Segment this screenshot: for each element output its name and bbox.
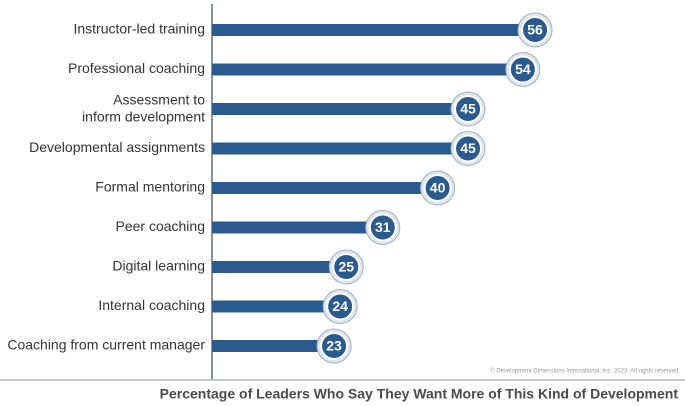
category-label: Internal coaching bbox=[98, 297, 205, 313]
category-label: Instructor-led training bbox=[73, 21, 205, 37]
bar bbox=[212, 103, 469, 115]
category-label-line: inform development bbox=[82, 108, 205, 124]
category-label: Assessment to inform development bbox=[82, 91, 205, 124]
bar bbox=[212, 142, 469, 155]
value-label: 24 bbox=[332, 298, 348, 314]
value-label: 56 bbox=[527, 22, 543, 38]
value-marker bbox=[320, 332, 349, 360]
value-label: 25 bbox=[338, 259, 354, 275]
value-label: 45 bbox=[460, 101, 476, 117]
value-label: 40 bbox=[430, 180, 446, 196]
bar bbox=[212, 340, 335, 352]
value-label: 54 bbox=[515, 61, 531, 77]
bar bbox=[212, 261, 347, 273]
value-marker bbox=[332, 253, 361, 281]
bar bbox=[212, 24, 536, 36]
value-marker bbox=[423, 174, 452, 202]
category-label: Digital learning bbox=[112, 258, 205, 274]
bar bbox=[212, 300, 341, 313]
bar bbox=[212, 182, 438, 194]
value-marker bbox=[508, 55, 537, 84]
category-label: Peer coaching bbox=[115, 218, 205, 234]
value-marker bbox=[454, 134, 483, 163]
value-label: 31 bbox=[375, 219, 391, 235]
bar bbox=[212, 63, 523, 76]
value-marker bbox=[368, 213, 397, 242]
category-label: Coaching from current manager bbox=[7, 337, 205, 353]
chart-title: Percentage of Leaders Who Say They Want … bbox=[160, 386, 679, 402]
category-label: Developmental assignments bbox=[29, 139, 205, 155]
copyright: © Development Dimensions International, … bbox=[490, 368, 680, 375]
value-marker bbox=[326, 292, 355, 321]
bar bbox=[212, 221, 383, 234]
category-label-line: Assessment to bbox=[113, 91, 205, 107]
category-label: Formal mentoring bbox=[95, 179, 205, 195]
value-label: 23 bbox=[326, 338, 342, 354]
value-marker bbox=[454, 95, 483, 123]
value-label: 45 bbox=[460, 140, 476, 156]
category-label: Professional coaching bbox=[68, 60, 205, 76]
value-marker bbox=[521, 16, 550, 44]
